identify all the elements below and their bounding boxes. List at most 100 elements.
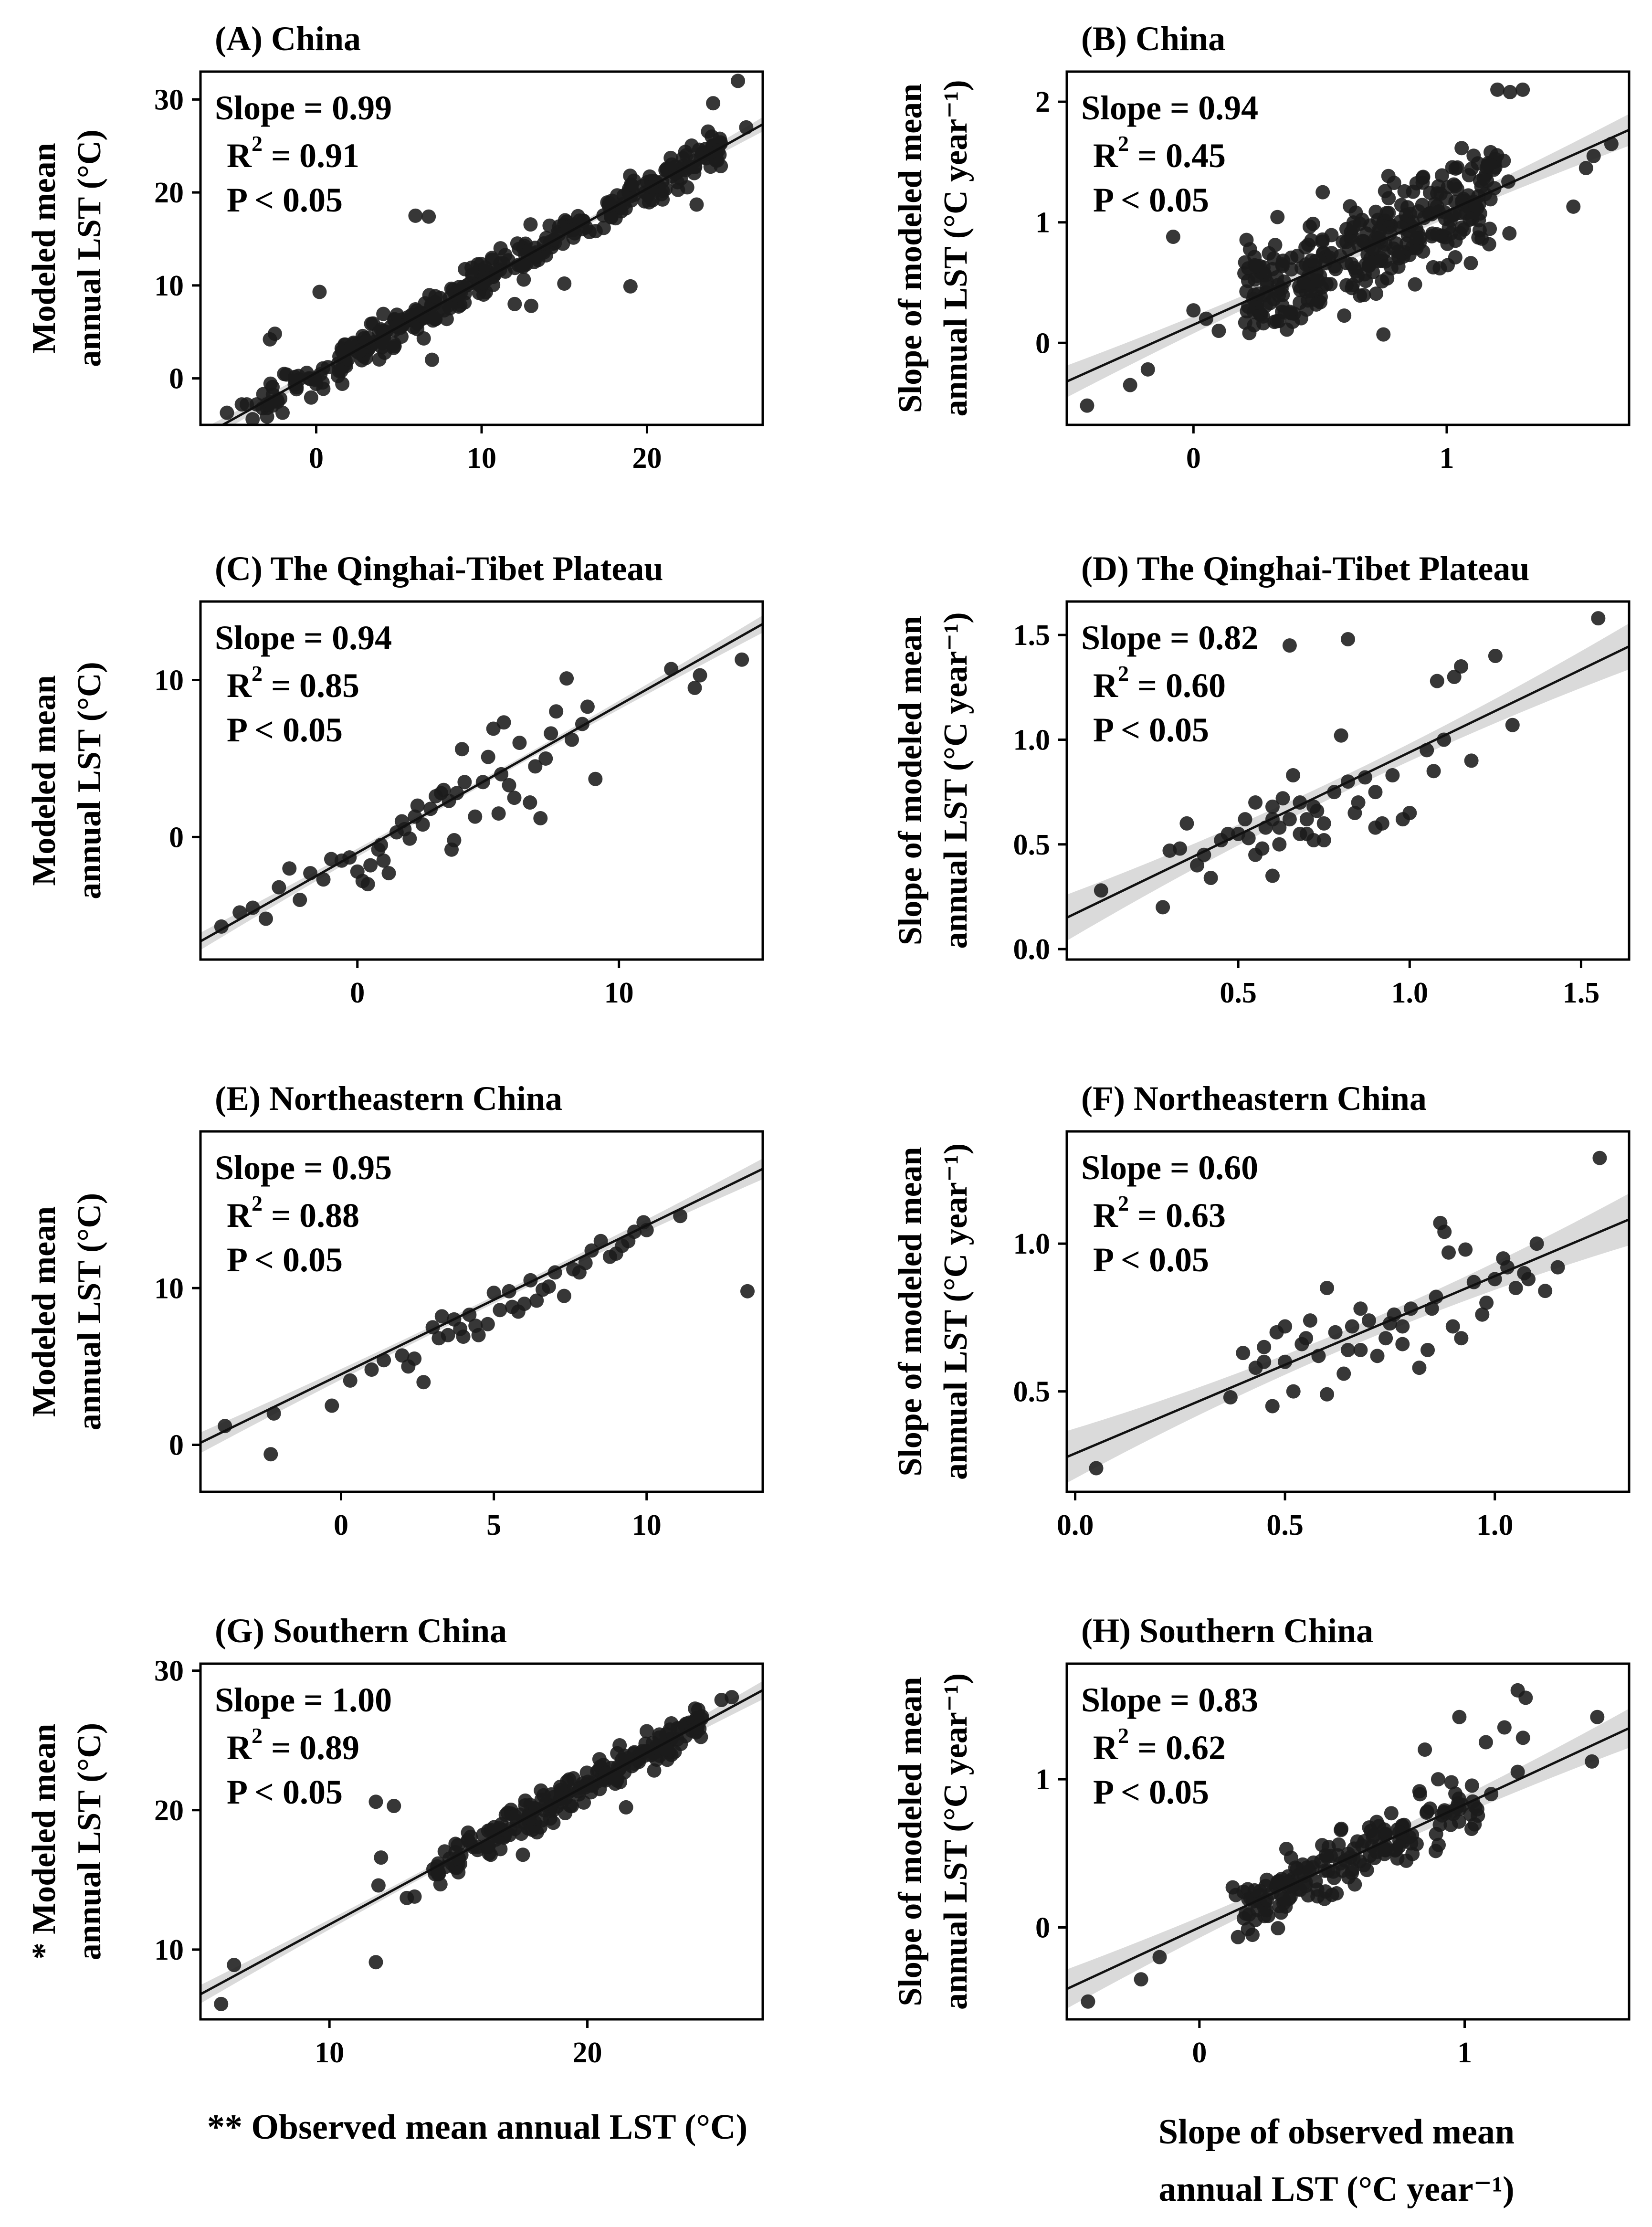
panel-title: (E) Northeastern China — [215, 1079, 562, 1118]
scatter-point — [441, 1328, 455, 1342]
scatter-point — [1412, 1784, 1427, 1799]
scatter-point — [1276, 253, 1291, 268]
scatter-point — [1415, 198, 1430, 212]
scatter-point — [580, 699, 595, 714]
x-tick-label: 0.0 — [1057, 1509, 1094, 1541]
y-tick-label: 20 — [154, 1794, 184, 1827]
scatter-point — [214, 1996, 229, 2011]
scatter-point — [706, 96, 721, 111]
scatter-point — [1381, 206, 1396, 221]
scatter-point — [1265, 799, 1280, 814]
scatter-point — [1301, 237, 1316, 252]
scatter-point — [371, 1878, 386, 1893]
scatter-point — [1377, 245, 1391, 260]
panel-B: (B) China Slope of modeled mean annual LST… — [892, 20, 1631, 475]
scatter-point — [332, 349, 347, 364]
scatter-point — [1421, 1342, 1435, 1357]
plot-area — [200, 615, 763, 950]
scatter-point — [635, 1744, 650, 1759]
scatter-point — [1391, 244, 1406, 259]
p-value-annotation: P < 0.05 — [227, 711, 343, 749]
scatter-point — [523, 217, 538, 232]
y-tick-label: 2 — [1035, 86, 1050, 118]
scatter-point — [1369, 286, 1384, 301]
scatter-point — [1299, 812, 1314, 827]
y-tick-label: 0 — [169, 363, 184, 395]
scatter-point — [1259, 1892, 1274, 1907]
scatter-point — [725, 1690, 739, 1705]
panel-title: (C) The Qinghai-Tibet Plateau — [215, 549, 663, 588]
scatter-point — [735, 652, 749, 667]
scatter-point — [1357, 288, 1371, 303]
scatter-point — [592, 1752, 607, 1767]
scatter-point — [1327, 785, 1342, 800]
right-x-axis-label-line2: annual LST (°C year⁻¹) — [1158, 2170, 1514, 2209]
scatter-point — [376, 306, 391, 321]
scatter-point — [1236, 1884, 1251, 1899]
scatter-point — [1320, 1280, 1335, 1295]
scatter-point — [457, 775, 472, 790]
x-tick-label: 0 — [334, 1509, 348, 1541]
scatter-point — [1334, 728, 1348, 743]
scatter-point — [410, 798, 425, 813]
scatter-point — [258, 911, 273, 926]
scatter-point — [1238, 315, 1252, 330]
scatter-point — [496, 715, 511, 730]
scatter-point — [1231, 1930, 1245, 1944]
scatter-point — [1529, 1236, 1544, 1251]
scatter-point — [1123, 378, 1137, 392]
scatter-point — [1550, 1260, 1565, 1275]
scatter-point — [588, 771, 603, 786]
scatter-point — [1140, 362, 1155, 377]
y-axis-label-line2: annual LST (°C year⁻¹) — [937, 80, 974, 416]
y-axis-label-line1: Modeled mean — [26, 1206, 63, 1417]
scatter-point — [1337, 308, 1352, 323]
y-tick-label: 0.5 — [1013, 829, 1051, 861]
scatter-point — [468, 1319, 483, 1333]
scatter-point — [517, 1297, 532, 1311]
scatter-point — [1094, 883, 1108, 898]
r2-annotation: R2 = 0.62 — [1093, 1723, 1226, 1767]
scatter-point — [1447, 669, 1462, 684]
scatter-point — [324, 852, 338, 866]
panel-title: (B) China — [1081, 20, 1225, 58]
scatter-point — [671, 182, 685, 197]
panel-D: (D) The Qinghai-Tibet Plateau Slope of mo… — [892, 549, 1631, 1009]
scatter-point — [1271, 1921, 1285, 1936]
scatter-point — [1350, 1834, 1365, 1849]
scatter-point — [1448, 1786, 1463, 1801]
scatter-point — [309, 377, 324, 391]
scatter-point — [1186, 303, 1201, 318]
scatter-point — [1500, 1260, 1515, 1275]
plot-frame — [199, 1662, 764, 2021]
scatter-point — [1468, 1799, 1483, 1814]
scatter-point — [436, 782, 451, 797]
y-tick-label: 1 — [1035, 1763, 1050, 1796]
scatter-point — [546, 1815, 561, 1830]
scatter-point — [608, 1771, 623, 1785]
scatter-point — [1397, 184, 1412, 199]
panel-H: (H) Southern China Slope of modeled mean a… — [892, 1612, 1631, 2069]
scatter-point — [1395, 1337, 1410, 1351]
scatter-point — [395, 1348, 410, 1363]
scatter-point — [481, 1839, 495, 1854]
y-tick-label: 0 — [1035, 1912, 1050, 1944]
scatter-point — [1255, 841, 1270, 856]
scatter-point — [523, 795, 537, 810]
scatter-point — [1272, 837, 1287, 852]
scatter-point — [1351, 795, 1366, 810]
scatter-point — [1368, 785, 1383, 800]
scatter-point — [1336, 1366, 1351, 1381]
scatter-point — [655, 192, 670, 207]
plot-area — [1067, 1150, 1629, 1483]
y-tick-label: 10 — [154, 270, 184, 302]
scatter-point — [1325, 1888, 1339, 1902]
scatter-point — [533, 811, 548, 825]
scatter-point — [245, 900, 260, 915]
scatter-point — [536, 1788, 551, 1803]
scatter-point — [1282, 812, 1297, 827]
x-tick-label: 0 — [1186, 442, 1201, 475]
panel-title: (F) Northeastern China — [1081, 1079, 1427, 1118]
scatter-point — [1444, 1775, 1459, 1790]
scatter-point — [1242, 242, 1257, 257]
